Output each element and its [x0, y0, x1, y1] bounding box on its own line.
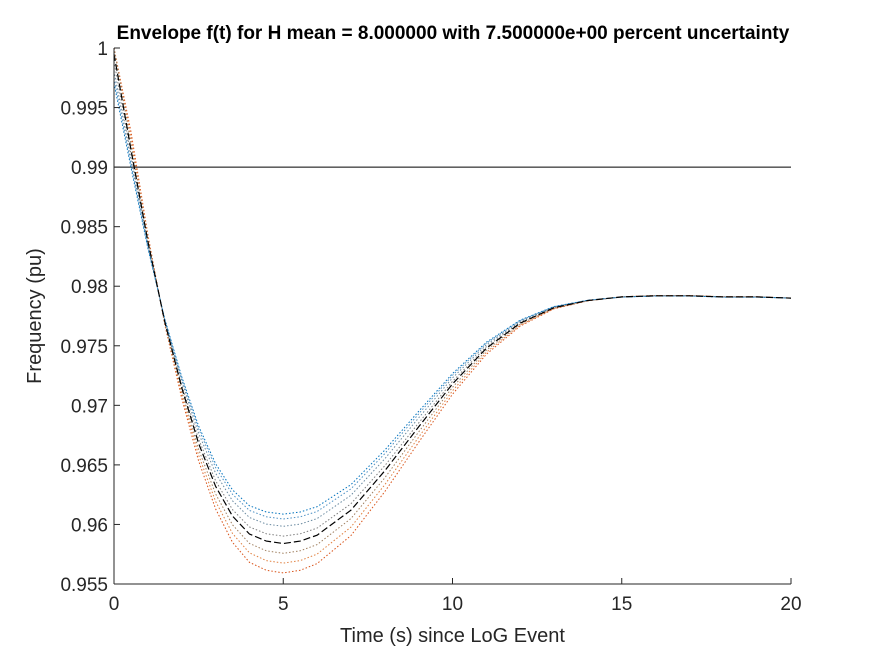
envelope-curve-2: [113, 47, 792, 564]
y-tick-label: 0.97: [71, 396, 108, 417]
y-tick-label: 0.955: [60, 575, 108, 596]
y-tick-label: 0.965: [60, 456, 108, 477]
x-tick-label: 0: [109, 594, 120, 615]
y-axis-label: Frequency (pu): [24, 248, 46, 384]
y-tick-label: 0.985: [60, 218, 108, 239]
y-tick-label: 0.995: [60, 99, 108, 120]
x-tick-label: 10: [442, 594, 463, 615]
x-tick-label: 15: [611, 594, 632, 615]
mean-curve: [113, 53, 792, 545]
x-tick-label: 5: [278, 594, 289, 615]
envelope-curve-3: [113, 47, 792, 554]
y-tick-label: 0.96: [71, 515, 108, 536]
y-tick-label: 0.975: [60, 337, 108, 358]
y-tick-label: 0.99: [71, 158, 108, 179]
envelope-curve-4: [113, 61, 792, 537]
curves-group: [113, 47, 792, 574]
y-tick-label: 1: [97, 39, 108, 60]
chart-title: Envelope f(t) for H mean = 8.000000 with…: [117, 23, 790, 44]
envelope-curve-7: [113, 83, 792, 515]
axes-group: 0 5 10 15 20 0.955 0.96 0.965 0.97 0.975 0.98 0.985…: [60, 39, 801, 615]
plot-area: [114, 48, 791, 584]
y-tick-label: 0.98: [71, 277, 108, 298]
envelope-curve-6: [113, 78, 792, 520]
x-axis-label: Time (s) since LoG Event: [340, 625, 565, 647]
x-tick-label: 20: [780, 594, 801, 615]
